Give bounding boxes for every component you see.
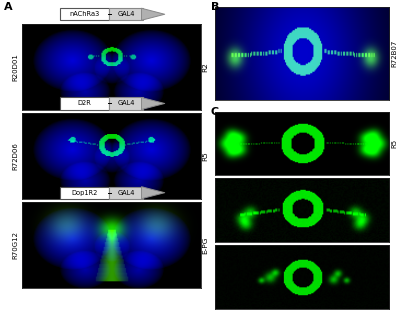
Text: R72D06: R72D06 [12, 142, 18, 170]
Text: nAChRa3: nAChRa3 [69, 11, 99, 17]
FancyBboxPatch shape [60, 97, 109, 110]
Text: D2R: D2R [77, 100, 91, 107]
Polygon shape [142, 8, 165, 20]
Text: R5: R5 [203, 151, 209, 161]
Text: GAL4: GAL4 [117, 100, 135, 107]
FancyBboxPatch shape [109, 8, 143, 20]
Text: R72B07: R72B07 [391, 40, 397, 67]
Text: GAL4: GAL4 [117, 190, 135, 196]
Text: GAL4: GAL4 [117, 11, 135, 17]
FancyBboxPatch shape [60, 8, 109, 20]
Text: R20D01: R20D01 [12, 53, 18, 80]
Text: C: C [211, 107, 219, 116]
Text: R5: R5 [391, 139, 397, 148]
Polygon shape [142, 187, 165, 199]
FancyBboxPatch shape [109, 187, 143, 199]
Text: E-PG: E-PG [203, 236, 209, 254]
Text: A: A [4, 2, 13, 11]
Text: B: B [211, 2, 219, 11]
FancyBboxPatch shape [109, 97, 143, 110]
Text: Dop1R2: Dop1R2 [71, 190, 97, 196]
Polygon shape [142, 97, 165, 110]
Text: R70G12: R70G12 [12, 231, 18, 259]
FancyBboxPatch shape [60, 187, 109, 199]
Text: R2: R2 [203, 62, 209, 72]
